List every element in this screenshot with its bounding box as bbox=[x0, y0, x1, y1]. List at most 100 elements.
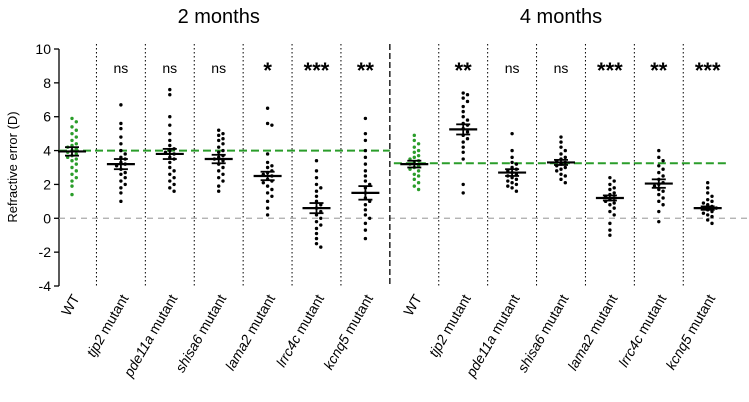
significance-label-5: *** bbox=[304, 58, 330, 83]
data-point bbox=[363, 236, 368, 241]
data-point bbox=[123, 182, 127, 187]
data-point bbox=[119, 121, 123, 126]
data-point bbox=[74, 128, 79, 132]
data-point bbox=[217, 189, 221, 193]
data-point bbox=[123, 175, 127, 180]
data-point bbox=[221, 131, 225, 136]
x-tick-label-5: lrrc4c mutant bbox=[273, 291, 327, 369]
data-point bbox=[608, 221, 612, 226]
data-point bbox=[563, 155, 567, 160]
x-tick-label-11: lama2 mutant bbox=[564, 291, 620, 373]
data-point bbox=[363, 208, 368, 212]
data-point bbox=[217, 169, 221, 173]
data-point bbox=[657, 199, 661, 204]
data-point bbox=[555, 169, 559, 173]
data-point bbox=[412, 172, 416, 176]
data-point bbox=[314, 219, 319, 224]
significance-label-2: ns bbox=[162, 60, 177, 76]
data-point bbox=[510, 186, 514, 190]
data-point bbox=[514, 162, 519, 166]
data-point bbox=[168, 131, 172, 136]
data-point bbox=[217, 184, 221, 188]
data-point bbox=[363, 228, 368, 232]
data-point bbox=[265, 199, 270, 204]
data-point bbox=[363, 155, 368, 160]
x-tick-label-6: kcnq5 mutant bbox=[320, 291, 376, 372]
data-point bbox=[217, 133, 221, 138]
data-point bbox=[217, 138, 221, 143]
data-point bbox=[363, 203, 368, 207]
data-point bbox=[657, 219, 661, 224]
data-point bbox=[608, 182, 612, 187]
data-point bbox=[221, 165, 225, 170]
data-point bbox=[168, 143, 172, 148]
data-point bbox=[461, 157, 465, 161]
data-point bbox=[74, 175, 79, 180]
data-point bbox=[319, 245, 323, 249]
data-point bbox=[416, 153, 421, 158]
significance-label-3: ns bbox=[211, 60, 226, 76]
data-point bbox=[172, 182, 176, 187]
data-point bbox=[119, 135, 123, 139]
group-separators bbox=[95, 44, 684, 286]
data-point bbox=[661, 196, 665, 200]
data-point bbox=[74, 120, 79, 124]
significance-label-10: ns bbox=[554, 60, 569, 76]
data-point bbox=[314, 236, 319, 241]
data-point bbox=[416, 174, 421, 178]
data-point bbox=[261, 181, 265, 185]
data-point bbox=[661, 174, 665, 178]
x-tick-label-1: tjp2 mutant bbox=[83, 291, 132, 359]
data-point bbox=[319, 223, 323, 227]
data-point bbox=[217, 150, 221, 154]
data-point bbox=[608, 175, 612, 180]
data-point bbox=[461, 96, 465, 100]
x-tick-label-12: lrrc4c mutant bbox=[615, 291, 669, 369]
data-point bbox=[265, 160, 270, 165]
data-point bbox=[461, 91, 465, 95]
data-point bbox=[265, 191, 270, 195]
panel-title-0: 2 months bbox=[178, 6, 260, 28]
data-point bbox=[314, 159, 319, 163]
data-point bbox=[172, 169, 176, 173]
data-point bbox=[363, 174, 368, 178]
data-point bbox=[608, 228, 612, 232]
data-point bbox=[363, 179, 368, 183]
panel-title-1: 4 months bbox=[520, 6, 602, 28]
data-point bbox=[168, 87, 172, 92]
data-point bbox=[412, 145, 416, 149]
data-point bbox=[465, 99, 470, 104]
data-point bbox=[657, 192, 661, 197]
data-point bbox=[319, 216, 323, 220]
data-point bbox=[510, 131, 514, 136]
data-point bbox=[314, 182, 319, 187]
data-point bbox=[319, 186, 323, 190]
y-tick-label-5: 6 bbox=[43, 109, 51, 125]
data-point bbox=[416, 142, 421, 146]
data-point bbox=[363, 162, 368, 166]
data-point bbox=[70, 184, 74, 188]
data-point bbox=[506, 179, 510, 183]
data-point bbox=[706, 197, 710, 202]
data-point bbox=[461, 140, 465, 144]
data-point bbox=[221, 137, 225, 141]
data-point bbox=[710, 214, 714, 219]
data-point bbox=[119, 199, 123, 204]
data-point bbox=[563, 174, 567, 178]
data-point bbox=[265, 184, 270, 188]
data-point bbox=[119, 172, 123, 176]
data-point bbox=[119, 191, 123, 195]
data-point bbox=[608, 187, 612, 192]
data-point bbox=[119, 142, 123, 146]
data-point bbox=[661, 159, 665, 163]
data-point bbox=[74, 157, 79, 161]
data-point bbox=[270, 164, 274, 168]
data-point bbox=[217, 175, 221, 180]
data-point bbox=[465, 118, 470, 122]
data-point bbox=[612, 179, 616, 183]
data-point bbox=[221, 172, 225, 176]
data-point bbox=[70, 172, 74, 176]
data-point bbox=[363, 138, 368, 143]
significance-label-4: * bbox=[263, 58, 272, 83]
x-tick-label-10: shisa6 mutant bbox=[514, 291, 571, 375]
